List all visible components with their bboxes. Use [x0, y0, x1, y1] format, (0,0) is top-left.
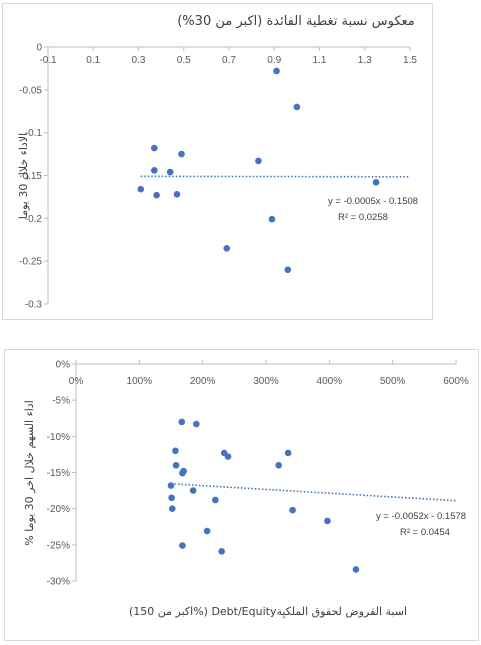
- chart1-data-point: [293, 103, 301, 111]
- chart1-y-tick-label: -0.25: [19, 257, 42, 268]
- chart2-data-point: [352, 566, 360, 573]
- chart2-data-point: [212, 496, 219, 504]
- chart2-y-tick-label: -25%: [47, 540, 70, 551]
- chart1-data-point: [178, 150, 185, 158]
- chart2-x-tick-label: 400%: [317, 376, 343, 387]
- chart1-x-tick-label: 0.5: [177, 55, 191, 66]
- chart2-x-tick-label: 300%: [253, 376, 279, 387]
- chart2-data-point: [224, 453, 232, 460]
- chart1-data-point: [268, 215, 276, 223]
- chart1-y-tick-label: -0.15: [19, 171, 42, 182]
- chart2-x-tick-label: 0%: [69, 376, 84, 387]
- chart2-x-tick-label: 600%: [443, 376, 469, 387]
- chart2-y-tick-label: -30%: [47, 577, 70, 588]
- chart1-x-tick-label: -0.1: [39, 55, 57, 66]
- chart1-y-tick-label: -0.3: [25, 300, 43, 311]
- chart2-y-tick-label: -5%: [52, 396, 70, 407]
- chart1-x-tick-label: 0.3: [132, 55, 146, 66]
- chart2-y-tick-label: -10%: [47, 432, 70, 443]
- chart1-y-tick-label: 0: [36, 43, 42, 54]
- chart1-data-point: [173, 191, 181, 198]
- chart2-trendline-equation: y = -0.0052x - 0.1578: [376, 511, 466, 522]
- chart1-y-axis-label: الاداء خلال 30 يوما: [17, 133, 30, 219]
- chart2-data-point: [289, 506, 296, 514]
- chart2-y-tick-label: -15%: [47, 468, 70, 479]
- chart2-x-axis-label: (اكبر من 150%) Debt/Equityاسبة القروض لح…: [129, 605, 407, 619]
- chart1-r-squared: R² = 0.0258: [338, 212, 388, 223]
- chart2-data-point: [178, 418, 186, 426]
- chart1-data-point: [137, 185, 145, 193]
- chart1-x-tick-label: 1.3: [358, 55, 372, 66]
- chart1-data-point: [151, 144, 158, 152]
- chart2-x-tick-label: 200%: [190, 376, 216, 387]
- chart2-data-point: [172, 447, 179, 455]
- chart1-data-point: [153, 191, 160, 199]
- chart1-x-tick-label: 0.1: [86, 55, 100, 66]
- chart2-data-point: [180, 467, 187, 475]
- chart2-data-point: [203, 527, 211, 535]
- chart1-x-tick-label: 0.9: [267, 55, 281, 66]
- chart2-y-axis-label: % اداء السهم خلال اخر 30 يوما: [23, 400, 36, 546]
- chart2-data-point: [275, 461, 282, 469]
- chart1-data-point: [372, 179, 380, 186]
- chart2-data-point: [172, 461, 180, 469]
- chart2-data-point: [218, 548, 225, 555]
- chart1-y-tick-label: -0.2: [25, 214, 43, 225]
- chart1-x-tick-label: 1.1: [313, 55, 327, 66]
- chart1-data-point: [223, 245, 231, 252]
- chart2-data-point: [168, 494, 175, 502]
- chart2-data-point: [167, 482, 175, 489]
- chart2-data-point: [189, 487, 197, 494]
- chart1-trendline-equation: y = -0.0005x - 0.1508: [328, 196, 418, 207]
- chart2-r-squared: R² = 0.0454: [400, 527, 450, 538]
- chart1-data-point: [255, 157, 262, 165]
- chart2-y-tick-label: -20%: [47, 504, 70, 515]
- chart1-x-tick-label: 1.5: [403, 55, 417, 66]
- chart1-title: معكوس نسبة تغطية الفائدة (اكبر من 30%): [177, 14, 415, 29]
- chart-panel-interest-coverage: [2, 3, 433, 320]
- chart1-y-tick-label: -0.05: [19, 85, 42, 96]
- chart2-data-point: [284, 449, 292, 457]
- chart1-data-point: [284, 266, 292, 274]
- chart1-data-point: [151, 167, 158, 174]
- chart2-x-tick-label: 500%: [380, 376, 406, 387]
- chart2-data-point: [193, 420, 200, 428]
- chart1-trendline: [140, 175, 411, 178]
- chart2-data-point: [179, 542, 186, 549]
- chart2-x-tick-label: 100%: [127, 376, 153, 387]
- chart2-data-point: [324, 517, 331, 525]
- chart1-data-point: [166, 168, 174, 176]
- chart1-y-tick-label: -0.1: [25, 128, 43, 139]
- chart2-y-tick-label: 0%: [56, 360, 71, 371]
- chart1-x-tick-label: 0.7: [222, 55, 236, 66]
- chart1-data-point: [273, 67, 280, 75]
- chart-panel-debt-equity: [4, 349, 479, 641]
- chart2-data-point: [168, 505, 176, 512]
